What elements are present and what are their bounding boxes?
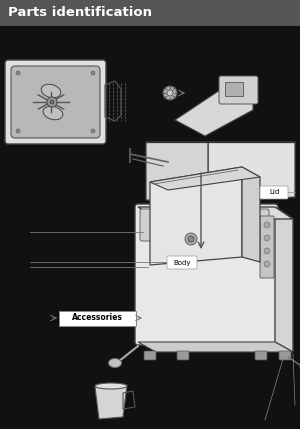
Polygon shape [175, 88, 253, 136]
Polygon shape [146, 142, 208, 202]
Circle shape [167, 90, 173, 96]
Circle shape [91, 129, 95, 133]
Polygon shape [95, 385, 127, 419]
Polygon shape [208, 142, 295, 202]
Ellipse shape [95, 383, 127, 389]
Circle shape [264, 261, 270, 267]
Circle shape [47, 97, 57, 107]
FancyBboxPatch shape [219, 76, 258, 104]
FancyBboxPatch shape [5, 60, 106, 144]
Circle shape [16, 71, 20, 75]
FancyBboxPatch shape [167, 256, 197, 269]
FancyBboxPatch shape [255, 351, 267, 360]
Circle shape [91, 71, 95, 75]
FancyBboxPatch shape [11, 66, 100, 138]
FancyBboxPatch shape [177, 351, 189, 360]
Text: Body: Body [173, 260, 191, 266]
Circle shape [163, 86, 177, 100]
Bar [225, 82, 243, 96]
FancyBboxPatch shape [144, 351, 156, 360]
FancyBboxPatch shape [260, 216, 274, 278]
Polygon shape [275, 207, 293, 352]
Text: Parts identification: Parts identification [8, 6, 152, 19]
Polygon shape [150, 167, 242, 265]
Ellipse shape [41, 84, 61, 98]
Polygon shape [242, 167, 260, 262]
Circle shape [16, 129, 20, 133]
Circle shape [264, 235, 270, 241]
FancyBboxPatch shape [135, 204, 278, 345]
Text: Lid: Lid [269, 190, 279, 196]
FancyBboxPatch shape [59, 311, 136, 326]
FancyBboxPatch shape [279, 351, 291, 360]
Circle shape [264, 222, 270, 228]
FancyBboxPatch shape [260, 186, 288, 199]
Ellipse shape [109, 359, 122, 368]
Circle shape [185, 233, 197, 245]
Polygon shape [138, 342, 293, 352]
Bar [245, 221, 259, 231]
Circle shape [50, 100, 54, 104]
Bar [0, 0, 300, 26]
Text: Accessories: Accessories [72, 314, 122, 323]
Circle shape [264, 248, 270, 254]
Polygon shape [138, 207, 293, 219]
Circle shape [188, 236, 194, 242]
Ellipse shape [43, 106, 63, 120]
FancyBboxPatch shape [140, 209, 269, 241]
Polygon shape [150, 167, 260, 190]
